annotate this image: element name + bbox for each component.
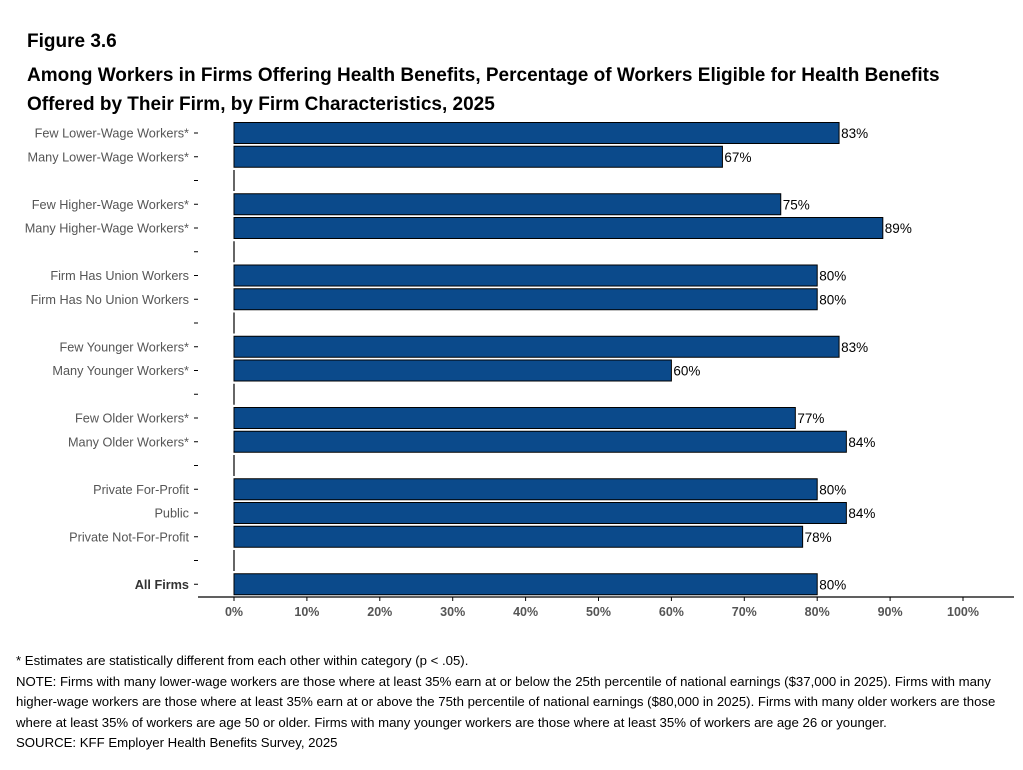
x-tick-label: 20%: [367, 605, 392, 619]
category-label: Few Higher-Wage Workers*: [32, 198, 189, 212]
category-label: Many Younger Workers*: [52, 364, 189, 378]
bar: [233, 288, 818, 311]
category-label: Private Not-For-Profit: [69, 530, 189, 544]
x-tick-label: 90%: [878, 605, 903, 619]
source-note: SOURCE: KFF Employer Health Benefits Sur…: [16, 735, 338, 750]
category-label: All Firms: [135, 578, 189, 592]
bar: [233, 573, 818, 596]
data-label: 78%: [805, 530, 832, 545]
x-tick-label: 50%: [586, 605, 611, 619]
bar: [233, 502, 847, 524]
bar: [233, 525, 804, 548]
bar-chart: Few Lower-Wage Workers* 83% Many Lower-Wag…: [25, 122, 1014, 619]
data-label: 83%: [841, 126, 868, 141]
data-label: 84%: [848, 435, 875, 450]
figure-label: Figure 3.6: [27, 31, 117, 52]
bar: [233, 335, 840, 358]
category-label: Private For-Profit: [93, 483, 189, 497]
definitions-note: NOTE: Firms with many lower-wage workers…: [16, 673, 996, 730]
data-label: 77%: [797, 411, 824, 426]
data-label: 75%: [783, 197, 810, 212]
chart-title: Among Workers in Firms Offering Health B…: [27, 65, 940, 115]
bar: [233, 193, 782, 216]
x-tick-label: 0%: [225, 605, 243, 619]
category-label: Few Older Workers*: [75, 412, 189, 426]
x-tick-label: 60%: [659, 605, 684, 619]
bar: [233, 145, 723, 168]
category-label: Many Higher-Wage Workers*: [25, 222, 189, 236]
x-tick-label: 70%: [732, 605, 757, 619]
x-tick-label: 80%: [805, 605, 830, 619]
category-label: Few Lower-Wage Workers*: [35, 127, 189, 141]
bar: [233, 478, 818, 501]
significance-note: * Estimates are statistically different …: [16, 653, 469, 668]
data-label: 80%: [819, 292, 846, 307]
notes-block: * Estimates are statistically different …: [16, 651, 1006, 754]
bar: [233, 407, 796, 429]
data-label: 67%: [724, 150, 751, 165]
bar: [233, 264, 818, 287]
category-label: Public: [154, 507, 189, 521]
bar: [233, 430, 847, 453]
data-label: 80%: [819, 482, 846, 497]
data-label: 80%: [819, 269, 846, 284]
data-label: 89%: [885, 221, 912, 236]
bar: [233, 217, 884, 239]
data-label: 80%: [819, 577, 846, 592]
data-label: 84%: [848, 506, 875, 521]
bar: [233, 359, 672, 382]
category-label: Many Lower-Wage Workers*: [28, 150, 190, 164]
data-label: 60%: [673, 364, 700, 379]
category-label: Many Older Workers*: [68, 435, 189, 449]
x-tick-label: 40%: [513, 605, 538, 619]
bar: [233, 122, 840, 144]
data-label: 83%: [841, 340, 868, 355]
x-tick-label: 100%: [947, 605, 979, 619]
x-tick-label: 10%: [294, 605, 319, 619]
category-label: Firm Has No Union Workers: [31, 293, 189, 307]
x-tick-label: 30%: [440, 605, 465, 619]
category-label: Firm Has Union Workers: [50, 269, 189, 283]
category-label: Few Younger Workers*: [59, 340, 189, 354]
